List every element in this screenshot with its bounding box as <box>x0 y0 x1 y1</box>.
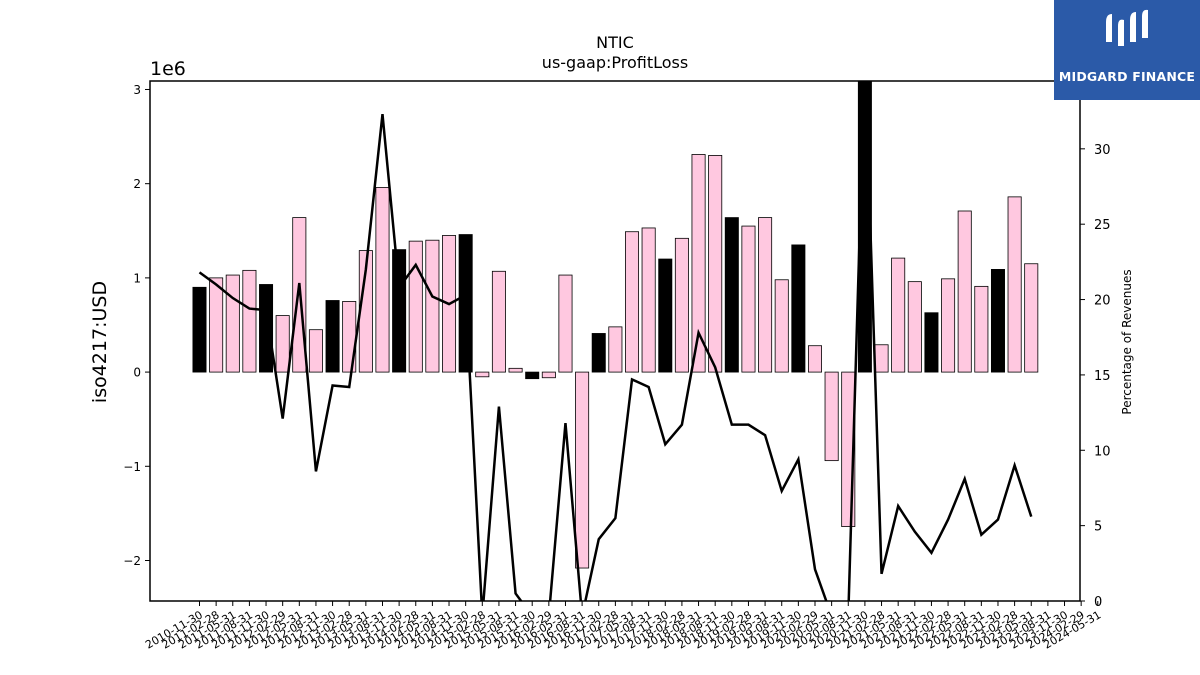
bar-2013-11-30 <box>392 249 407 373</box>
bars <box>192 81 1039 569</box>
bar-2022-08-31 <box>974 285 989 373</box>
bar-2017-05-31 <box>625 231 640 373</box>
bar-2019-11-30 <box>791 244 806 373</box>
brand-logo: MIDGARD FINANCE <box>1054 0 1200 100</box>
bar-2012-11-30 <box>325 300 340 373</box>
plot-frame <box>149 80 1081 602</box>
bar-2010-11-30 <box>192 286 207 373</box>
bar-2018-08-31 <box>708 155 723 373</box>
bar-2023-02-28 <box>1007 196 1022 373</box>
bar-2011-05-31 <box>225 274 240 373</box>
y2-tick-label: 20 <box>1094 294 1111 309</box>
y-tick-label: 2 <box>133 177 141 191</box>
logo-mark-icon <box>1106 9 1148 46</box>
chart-subtitle: us-gaap:ProfitLoss <box>542 53 688 72</box>
bar-2016-08-31 <box>575 371 590 569</box>
bar-2017-11-30 <box>658 258 673 373</box>
y2-tick-label: 5 <box>1094 520 1102 535</box>
bar-2014-05-31 <box>425 239 440 373</box>
bar-2018-11-30 <box>724 217 739 373</box>
bar-2018-05-31 <box>691 154 706 373</box>
bar-2019-05-31 <box>758 217 773 373</box>
y-axis-label: iso4217:USD <box>89 281 111 403</box>
bar-2023-05-31 <box>1024 263 1039 373</box>
chart-title: NTIC <box>596 33 634 52</box>
bar-2015-08-31 <box>508 367 523 373</box>
bar-2016-11-30 <box>591 333 606 373</box>
bar-2015-11-30 <box>525 371 540 380</box>
y2-tick-label: 25 <box>1094 218 1111 233</box>
y2-tick-label: 10 <box>1094 444 1111 459</box>
bar-2021-02-28 <box>874 344 889 373</box>
y-tick-label: 0 <box>133 366 141 380</box>
y-offset-label: 1e6 <box>150 58 186 80</box>
y2-tick-label: 30 <box>1094 143 1111 158</box>
y-tick-label: 1 <box>133 271 141 285</box>
y-tick-label: −1 <box>123 460 141 474</box>
y-tick-label: −2 <box>123 554 141 568</box>
bar-2015-05-31 <box>491 270 506 373</box>
y-axis-ticks: −2 −1 0 1 2 3 <box>123 83 150 568</box>
bar-2020-05-31 <box>824 371 839 462</box>
bar-2019-02-28 <box>741 225 756 373</box>
bar-2012-08-31 <box>308 329 323 373</box>
line-series <box>198 81 1033 601</box>
bar-2011-02-28 <box>209 277 224 373</box>
bar-2021-11-30 <box>924 312 939 373</box>
y2-axis-label: Percentage of Revenues <box>1120 269 1134 414</box>
bar-2014-02-28 <box>408 240 423 373</box>
bar-2018-02-28 <box>674 237 689 373</box>
bar-2022-05-31 <box>957 210 972 373</box>
bar-2016-05-31 <box>558 274 573 373</box>
bar-2011-08-31 <box>242 269 257 373</box>
bar-2017-02-28 <box>608 326 623 373</box>
x-axis-ticks: 2010-11-302011-02-282011-05-312011-08-31… <box>143 601 1103 652</box>
bar-2021-08-31 <box>907 281 922 373</box>
logo-text: MIDGARD FINANCE <box>1058 69 1196 84</box>
bar-2011-11-30 <box>259 284 274 373</box>
bar-2022-02-28 <box>941 278 956 373</box>
bar-2020-02-29 <box>807 345 822 373</box>
y2-axis-ticks: 051015202530 <box>1080 143 1111 610</box>
bar-2016-02-29 <box>541 371 556 379</box>
bar-2019-08-31 <box>774 279 789 373</box>
bar-2013-08-31 <box>375 187 390 373</box>
y-tick-label: 3 <box>133 83 141 97</box>
bar-2017-08-31 <box>641 227 656 373</box>
bar-2021-05-31 <box>891 257 906 373</box>
bar-2012-02-29 <box>275 315 290 373</box>
bar-2015-02-28 <box>475 371 490 378</box>
bar-2022-11-30 <box>990 269 1005 373</box>
y2-tick-label: 15 <box>1094 369 1111 384</box>
